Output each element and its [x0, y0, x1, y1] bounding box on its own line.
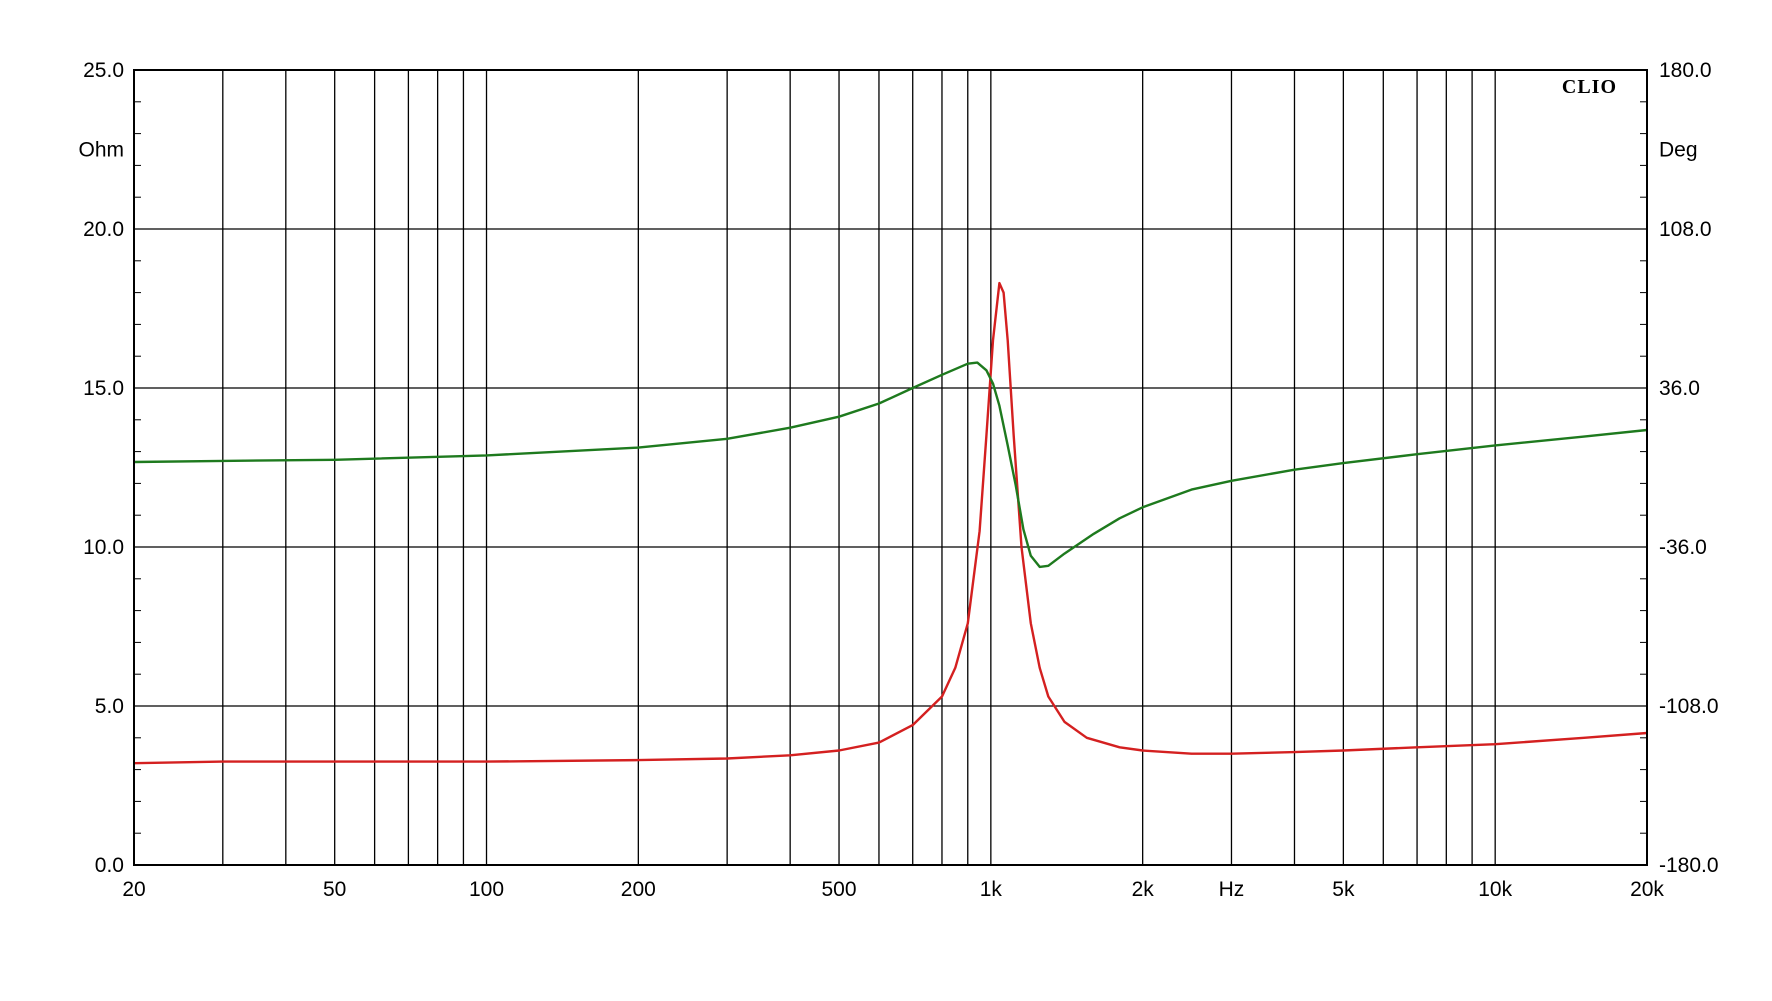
left-tick-label: 20.0 [83, 218, 124, 241]
right-axis-unit: Deg [1659, 139, 1698, 162]
left-tick-label: 10.0 [83, 536, 124, 559]
left-tick-label: 0.0 [95, 854, 124, 877]
x-axis-unit: Hz [1219, 878, 1245, 901]
phase-curve [133, 361, 1648, 569]
left-tick-label: 5.0 [95, 695, 124, 718]
impedance-curve [133, 281, 1648, 765]
right-tick-label: -180.0 [1659, 854, 1719, 877]
right-tick-label: -108.0 [1659, 695, 1719, 718]
x-tick-label: 50 [323, 878, 346, 901]
right-tick-label: 108.0 [1659, 218, 1712, 241]
left-tick-label: 25.0 [83, 59, 124, 82]
right-tick-label: 180.0 [1659, 59, 1712, 82]
x-tick-label: 10k [1478, 878, 1512, 901]
plot-frame [133, 69, 1648, 866]
x-tick-label: 5k [1332, 878, 1355, 901]
clio-brand-label: CLIO [1562, 76, 1617, 98]
left-axis-unit: Ohm [78, 139, 124, 162]
x-tick-label: 500 [822, 878, 857, 901]
right-tick-label: 36.0 [1659, 377, 1700, 400]
x-tick-label: 20k [1630, 878, 1664, 901]
x-tick-label: 100 [469, 878, 504, 901]
x-tick-label: 200 [621, 878, 656, 901]
series-layer [133, 281, 1648, 765]
x-tick-label: 1k [980, 878, 1003, 901]
grid-lines [134, 69, 1647, 866]
x-tick-label: 20 [122, 878, 145, 901]
left-tick-label: 15.0 [83, 377, 124, 400]
axis-labels: 20 50 100 200 500 1k 2k 5k 10k 20k Hz 0.0 5.0 10.0 15.… [78, 59, 1718, 901]
right-tick-label: -36.0 [1659, 536, 1707, 559]
x-tick-label: 2k [1132, 878, 1155, 901]
